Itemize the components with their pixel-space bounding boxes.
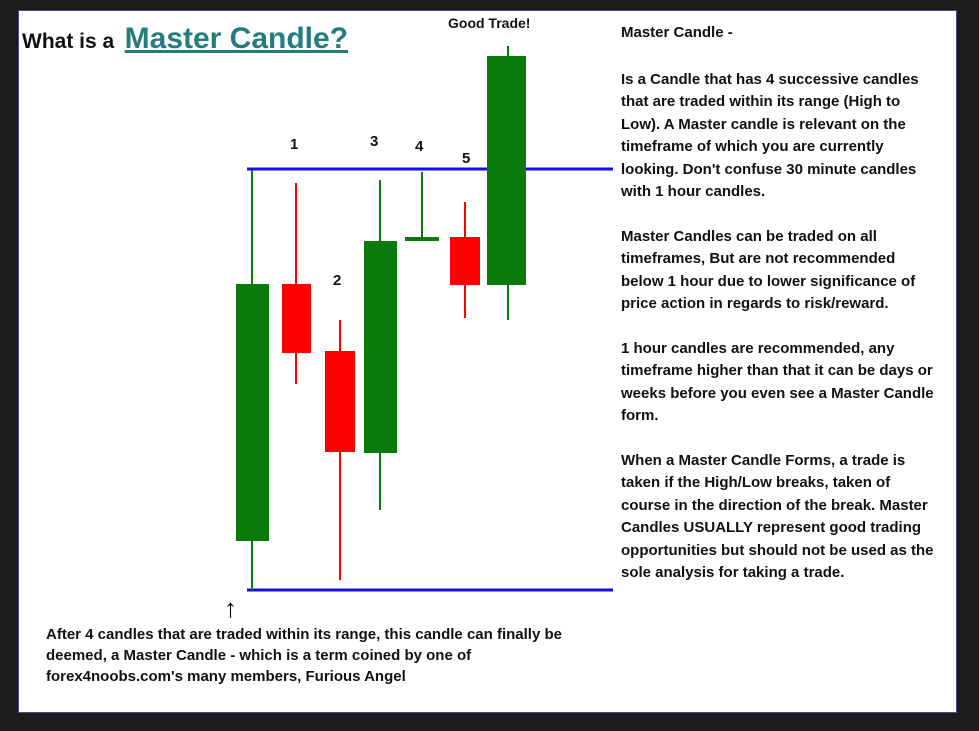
- side-paragraph-3: 1 hour candles are recommended, any time…: [621, 339, 934, 425]
- candle-label-1: 1: [290, 136, 299, 153]
- candle-5-body: [450, 237, 480, 285]
- title-prefix: What is a: [22, 30, 115, 53]
- side-heading: Master Candle -: [621, 24, 733, 41]
- candle-2-body: [325, 351, 355, 452]
- candle-label-2: 2: [333, 272, 342, 289]
- page-title: What is a Master Candle?: [22, 22, 348, 56]
- title-highlight: Master Candle?: [124, 22, 349, 55]
- candle-3-body: [364, 241, 397, 453]
- candle-1-body: [282, 284, 311, 353]
- side-paragraph-2: Master Candles can be traded on all time…: [621, 227, 916, 313]
- good-trade-annotation: Good Trade!: [448, 15, 531, 31]
- candle-label-3: 3: [370, 133, 379, 150]
- breakout-candle-body: [487, 56, 526, 285]
- side-paragraph-4: When a Master Candle Forms, a trade is t…: [621, 451, 934, 582]
- side-explanation: Master Candle - Is a Candle that has 4 s…: [621, 22, 937, 607]
- candle-4-body: [405, 237, 439, 241]
- bottom-caption: After 4 candles that are traded within i…: [46, 626, 562, 685]
- candle-label-4: 4: [415, 138, 424, 155]
- master-candle-body: [236, 284, 269, 541]
- up-arrow-icon: ↑: [224, 593, 237, 623]
- candle-label-5: 5: [462, 150, 471, 167]
- side-paragraph-1: Is a Candle that has 4 successive candle…: [621, 70, 919, 201]
